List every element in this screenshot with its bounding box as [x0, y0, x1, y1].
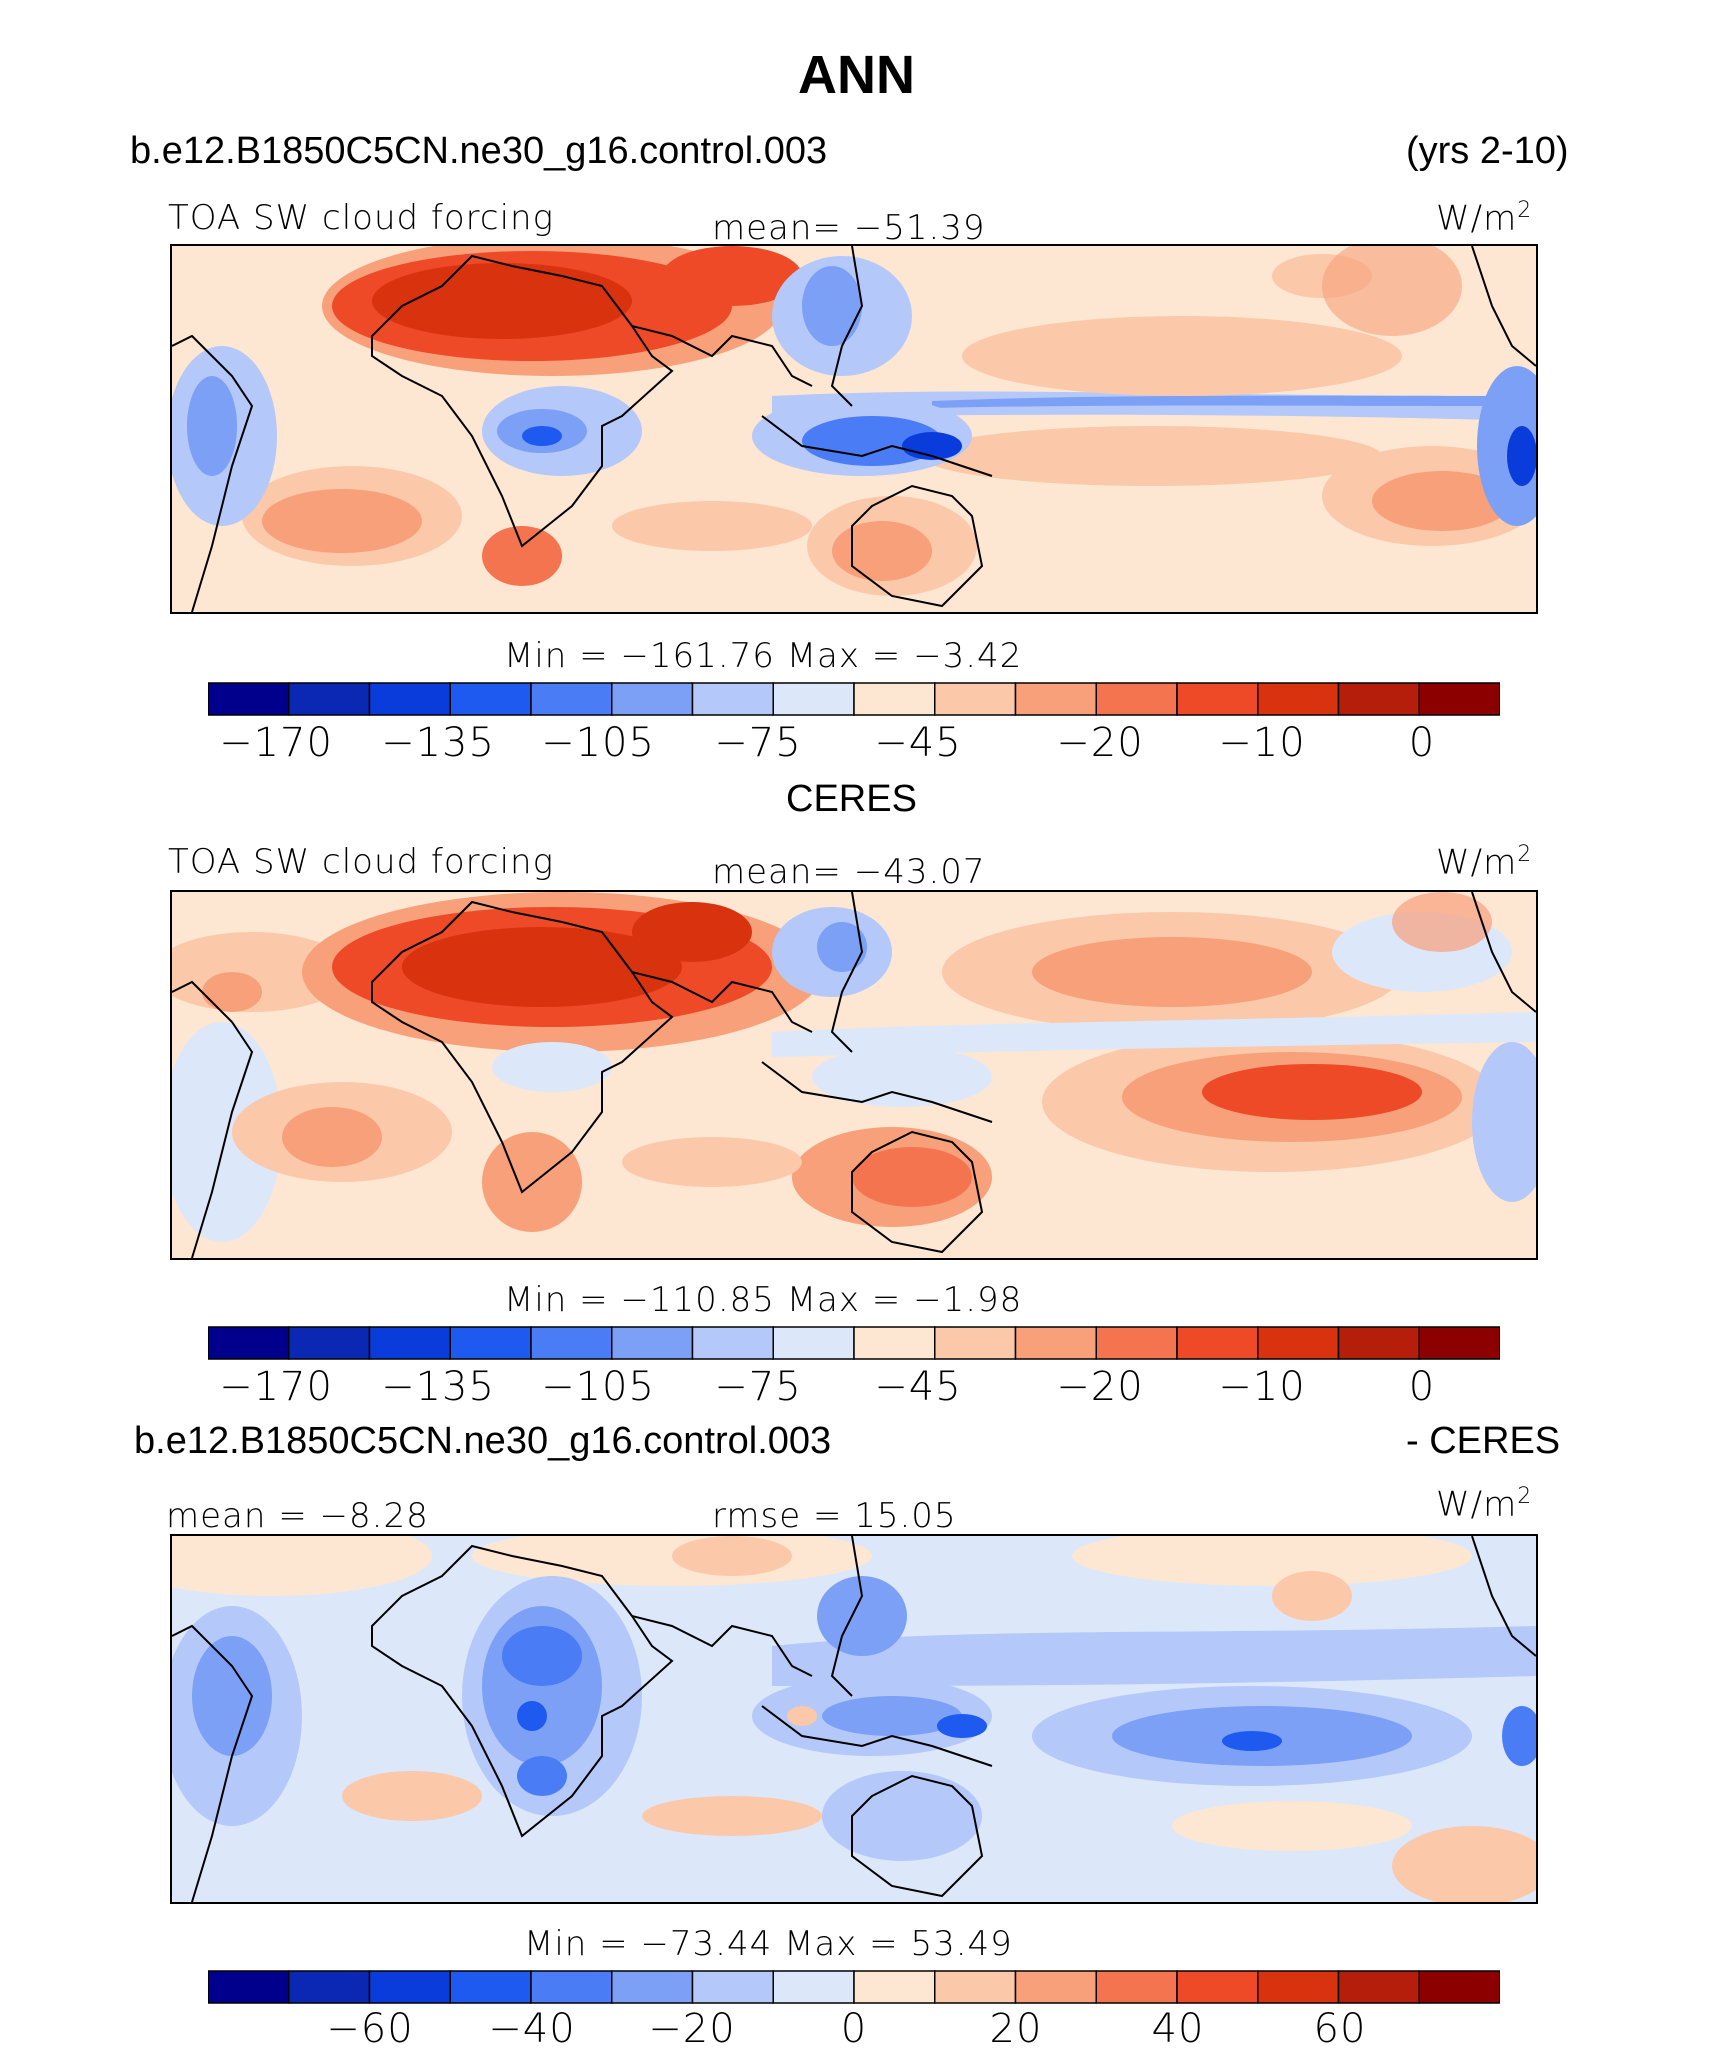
- colorbar-box: [530, 682, 613, 716]
- colorbar-box: [288, 1970, 371, 2004]
- colorbar-box: [934, 682, 1017, 716]
- colorbar-box: [934, 1970, 1017, 2004]
- figure-title: ANN: [798, 45, 915, 105]
- colorbar-box: [691, 1970, 774, 2004]
- colorbar-tick-label: −45: [874, 1364, 962, 1410]
- colorbar-box: [691, 682, 774, 716]
- colorbar-box: [208, 1970, 290, 2004]
- panel3-colorbar: [208, 1970, 1500, 2004]
- colorbar-box: [1176, 1326, 1259, 1360]
- colorbar-tick-label: 20: [989, 2006, 1043, 2052]
- panel2-variable-label: TOA SW cloud forcing: [168, 842, 554, 882]
- colorbar-box: [611, 682, 694, 716]
- colorbar-box: [772, 682, 855, 716]
- panel2-mean-label: mean= −43.07: [712, 852, 986, 892]
- colorbar-tick-label: −135: [381, 1364, 495, 1410]
- colorbar-box: [853, 682, 936, 716]
- colorbar-box: [1418, 1326, 1500, 1360]
- panel1-units-label: W/m2: [1436, 198, 1533, 239]
- panel3-stats: Min = −73.44 Max = 53.49: [524, 1924, 1013, 1964]
- panel2-units-label: W/m2: [1436, 842, 1533, 883]
- colorbar-box: [449, 1970, 532, 2004]
- panel1-stats: Min = −161.76 Max = −3.42: [504, 636, 1023, 676]
- colorbar-box: [1176, 682, 1259, 716]
- panel1-colorbar-ticks: −170 −135 −105 −75 −45 −20 −10 0: [0, 720, 1710, 766]
- colorbar-box: [1337, 1326, 1420, 1360]
- colorbar-tick-label: −40: [488, 2006, 576, 2052]
- colorbar-box: [1014, 1970, 1097, 2004]
- panel3-heading-left: b.e12.B1850C5CN.ne30_g16.control.003: [134, 1420, 832, 1462]
- colorbar-box: [1014, 682, 1097, 716]
- colorbar-tick-label: 0: [1408, 720, 1436, 766]
- colorbar-box: [1257, 1970, 1340, 2004]
- colorbar-box: [772, 1326, 855, 1360]
- panel3-mean-label: mean = −8.28: [166, 1496, 429, 1536]
- colorbar-box: [288, 1326, 371, 1360]
- colorbar-box: [1257, 682, 1340, 716]
- colorbar-box: [1337, 682, 1420, 716]
- colorbar-box: [934, 1326, 1017, 1360]
- colorbar-box: [1337, 1970, 1420, 2004]
- colorbar-box: [1257, 1326, 1340, 1360]
- colorbar-box: [449, 682, 532, 716]
- colorbar-box: [368, 682, 451, 716]
- colorbar-tick-label: −20: [1056, 720, 1144, 766]
- panel2-heading: CERES: [786, 778, 917, 820]
- colorbar-box: [1014, 1326, 1097, 1360]
- colorbar-tick-label: −10: [1218, 1364, 1306, 1410]
- panel3-map: [170, 1534, 1538, 1904]
- colorbar-box: [530, 1326, 613, 1360]
- colorbar-tick-label: −170: [219, 1364, 333, 1410]
- colorbar-box: [1418, 682, 1500, 716]
- panel3-heading-right: - CERES: [1406, 1420, 1561, 1462]
- colorbar-box: [208, 1326, 290, 1360]
- colorbar-box: [368, 1326, 451, 1360]
- colorbar-box: [691, 1326, 774, 1360]
- panel1-map: [170, 244, 1538, 614]
- colorbar-box: [772, 1970, 855, 2004]
- colorbar-box: [449, 1326, 532, 1360]
- colorbar-box: [1176, 1970, 1259, 2004]
- colorbar-tick-label: −60: [326, 2006, 414, 2052]
- colorbar-box: [1095, 1326, 1178, 1360]
- panel3-units-label: W/m2: [1436, 1484, 1533, 1525]
- colorbar-box: [1418, 1970, 1500, 2004]
- colorbar-tick-label: −20: [1056, 1364, 1144, 1410]
- colorbar-tick-label: −105: [541, 720, 655, 766]
- colorbar-tick-label: −45: [874, 720, 962, 766]
- colorbar-box: [208, 682, 290, 716]
- colorbar-tick-label: −75: [714, 1364, 802, 1410]
- colorbar-box: [1095, 1970, 1178, 2004]
- colorbar-box: [530, 1970, 613, 2004]
- panel1-colorbar: [208, 682, 1500, 716]
- colorbar-tick-label: 60: [1313, 2006, 1367, 2052]
- panel2-map: [170, 890, 1538, 1260]
- colorbar-tick-label: 40: [1151, 2006, 1205, 2052]
- colorbar-tick-label: −10: [1218, 720, 1306, 766]
- colorbar-box: [853, 1970, 936, 2004]
- colorbar-tick-label: −135: [381, 720, 495, 766]
- colorbar-tick-label: 0: [1408, 1364, 1436, 1410]
- colorbar-box: [368, 1970, 451, 2004]
- colorbar-tick-label: −75: [714, 720, 802, 766]
- panel1-variable-label: TOA SW cloud forcing: [168, 198, 554, 238]
- colorbar-box: [611, 1326, 694, 1360]
- colorbar-tick-label: 0: [840, 2006, 868, 2052]
- panel1-mean-label: mean= −51.39: [712, 208, 986, 248]
- colorbar-tick-label: −105: [541, 1364, 655, 1410]
- panel2-colorbar: [208, 1326, 1500, 1360]
- panel3-rmse-label: rmse = 15.05: [712, 1496, 957, 1536]
- colorbar-tick-label: −170: [219, 720, 333, 766]
- colorbar-box: [1095, 682, 1178, 716]
- panel2-colorbar-ticks: −170 −135 −105 −75 −45 −20 −10 0: [0, 1364, 1710, 1410]
- colorbar-box: [853, 1326, 936, 1360]
- colorbar-box: [611, 1970, 694, 2004]
- case-name: b.e12.B1850C5CN.ne30_g16.control.003: [130, 130, 828, 172]
- panel2-stats: Min = −110.85 Max = −1.98: [504, 1280, 1023, 1320]
- years-label: (yrs 2-10): [1406, 130, 1569, 172]
- colorbar-tick-label: −20: [648, 2006, 736, 2052]
- colorbar-box: [288, 682, 371, 716]
- panel3-colorbar-ticks: −60 −40 −20 0 20 40 60: [0, 2006, 1710, 2052]
